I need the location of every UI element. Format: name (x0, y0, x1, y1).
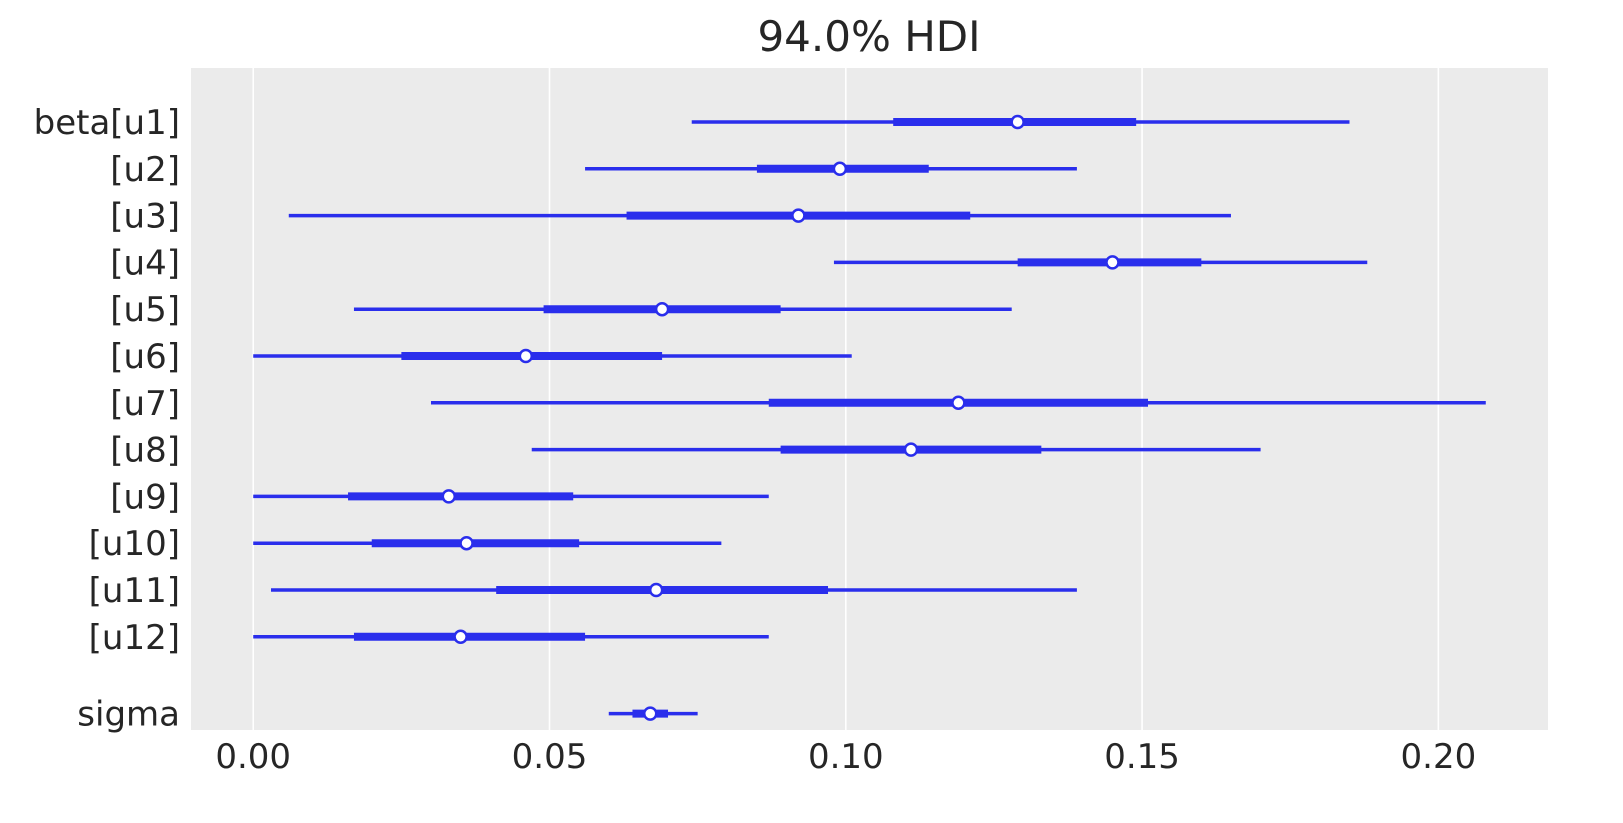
median-point (459, 535, 474, 551)
median-point (951, 395, 966, 411)
x-tick-label: 0.15 (1104, 737, 1180, 777)
median-point (1105, 255, 1120, 270)
row-label: sigma (77, 695, 180, 735)
row-label: [u6] (110, 337, 180, 377)
median-point (654, 301, 670, 317)
median-point (642, 706, 658, 721)
row-label: [u12] (89, 618, 180, 658)
x-tick-label: 0.20 (1401, 737, 1477, 777)
row-labels: beta[u1] [u2] [u3] [u4] [u5] [u6] [u7] [u8] [u9]… (34, 103, 180, 735)
row-label: [u4] (110, 243, 180, 283)
median-point (453, 629, 468, 645)
row-label: [u11] (89, 571, 180, 611)
row-label: [u5] (110, 290, 180, 330)
median-point (518, 348, 534, 364)
row-label: [u2] (110, 150, 180, 190)
median-point (832, 161, 848, 177)
median-point (1010, 114, 1025, 130)
row-label: [u9] (110, 477, 180, 517)
hdi-intervals (253, 114, 1486, 721)
x-tick-label: 0.00 (215, 737, 291, 777)
x-tick-label: 0.05 (512, 737, 588, 777)
row-label: [u10] (89, 524, 180, 564)
row-label: beta[u1] (34, 103, 180, 143)
median-point (648, 582, 664, 598)
median-point (791, 208, 806, 223)
x-axis-ticks: 0.00 0.05 0.10 0.15 0.20 (215, 737, 1476, 777)
median-point (441, 489, 457, 504)
chart-title: 94.0% HDI (757, 12, 980, 61)
row-label: [u7] (110, 384, 180, 424)
row-label: [u3] (110, 197, 180, 237)
median-point (903, 442, 919, 457)
row-label: [u8] (110, 431, 180, 471)
x-tick-label: 0.10 (808, 737, 884, 777)
